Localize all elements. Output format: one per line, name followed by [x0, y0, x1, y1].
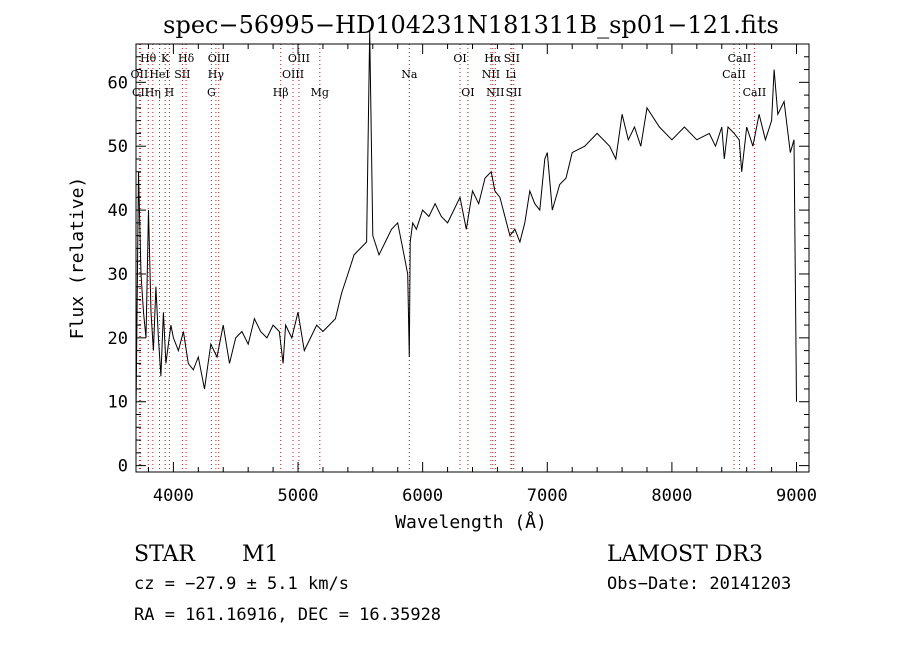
- y-tick-label: 20: [108, 329, 128, 349]
- spectral-line-markers: [138, 44, 755, 472]
- x-tick-label: 8000: [651, 486, 692, 506]
- spectral-line-label: Hθ: [140, 52, 157, 65]
- spectral-line-label: HeI: [149, 68, 169, 81]
- spectral-line-label: CaII: [743, 86, 767, 99]
- y-tick-label: 50: [108, 137, 128, 157]
- x-axis-label: Wavelength (Å): [395, 511, 547, 533]
- chart-title: spec−56995−HD104231N181311B_sp01−121.fit…: [163, 11, 779, 39]
- spectral-line-label: OIII: [282, 68, 304, 81]
- spectral-line-label: NII: [486, 86, 504, 99]
- x-tick-label: 9000: [776, 486, 817, 506]
- spectral-line-label: OI: [453, 52, 466, 65]
- spectral-line-label: H: [165, 86, 175, 99]
- spectral-line-label: Mg: [311, 86, 329, 99]
- y-axis-ticks: 0 10 20 30 40 50 60: [108, 43, 809, 477]
- redshift-cz: cz = −27.9 ± 5.1 km/s: [134, 574, 349, 594]
- coordinates: RA = 161.16916, DEC = 16.35928: [134, 605, 441, 625]
- plot-frame: [135, 43, 810, 473]
- spectral-line-label: K: [161, 52, 170, 65]
- y-tick-label: 40: [108, 201, 128, 221]
- x-tick-label: 5000: [278, 486, 319, 506]
- spectral-line-label: SII: [174, 68, 190, 81]
- spectral-line-label: Hη: [145, 86, 161, 99]
- spectral-line-label: OI: [461, 86, 474, 99]
- spectral-line-label: OIII: [288, 52, 310, 65]
- x-axis-ticks: 4000 5000 6000 7000 8000 9000: [147, 44, 817, 506]
- spectral-line-label: SII: [506, 86, 522, 99]
- spectral-line-label: CaII: [728, 52, 752, 65]
- y-tick-label: 10: [108, 393, 128, 413]
- spectral-line-label: Hδ: [178, 52, 195, 65]
- spectral-line-label: Li: [505, 68, 516, 81]
- y-tick-label: 0: [118, 457, 128, 477]
- y-tick-label: 60: [108, 73, 128, 93]
- spectrum-line: [135, 31, 797, 415]
- spectral-line-label: G: [207, 86, 216, 99]
- spectral-line-label: SII: [504, 52, 520, 65]
- spectral-line-label: Hγ: [208, 68, 225, 81]
- x-tick-label: 6000: [402, 486, 443, 506]
- x-tick-label: 7000: [527, 486, 568, 506]
- spectral-line-label: CaII: [722, 68, 746, 81]
- spectral-line-label: Hα: [484, 52, 502, 65]
- spectral-line-label: Hβ: [273, 86, 289, 99]
- spectral-line-label: OII: [131, 68, 149, 81]
- y-axis-label: Flux (relative): [67, 177, 88, 340]
- y-tick-label: 30: [108, 265, 128, 285]
- spectral-line-label: Na: [401, 68, 418, 81]
- survey-name: LAMOST DR3: [607, 542, 763, 567]
- x-tick-label: 4000: [153, 486, 194, 506]
- object-subclass: M1: [242, 542, 279, 567]
- spectral-line-label: NII: [482, 68, 500, 81]
- spectral-line-label: OIII: [208, 52, 230, 65]
- observation-date: Obs−Date: 20141203: [607, 574, 791, 594]
- object-type: STAR: [134, 542, 196, 567]
